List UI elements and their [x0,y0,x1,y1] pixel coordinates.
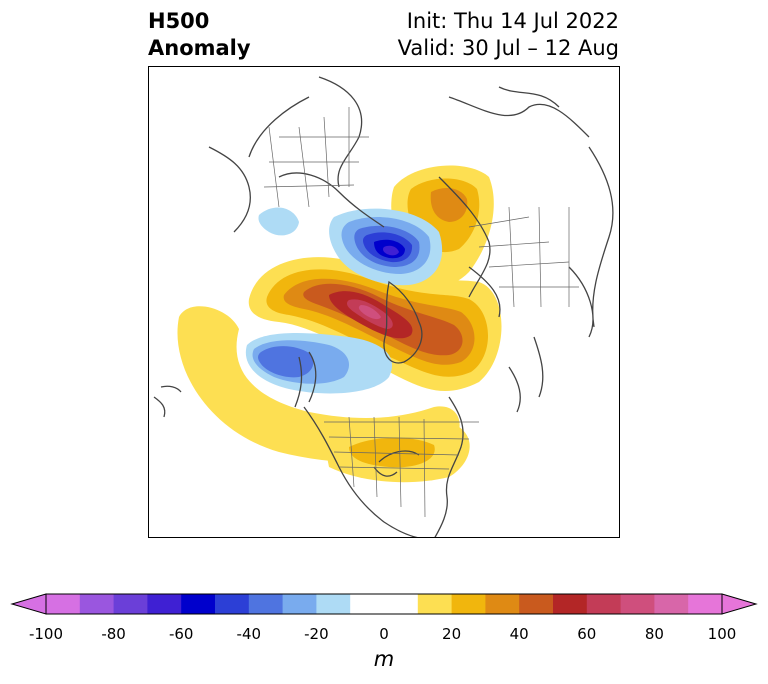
borders [263,107,579,518]
init-date: Init: Thu 14 Jul 2022 [406,9,619,33]
colorbar-tick-label: 20 [442,625,462,643]
colorbar-tick-label: -100 [28,625,64,643]
anomaly-map [148,66,620,538]
colorbar-extend-low [10,593,47,615]
colorbar-unit: m [373,647,395,671]
map-dates: Init: Thu 14 Jul 2022 Valid: 30 Jul – 12… [398,8,619,62]
colorbar-segment [46,594,81,614]
colorbar-tick-label: 60 [577,625,597,643]
colorbar-segment [113,594,148,614]
colorbar-segment [147,594,182,614]
colorbar-tick-label: -60 [168,625,194,643]
colorbar-segment [485,594,520,614]
colorbar-segment [654,594,689,614]
colorbar-segment [553,594,588,614]
colorbar-segment [519,594,554,614]
map-title: H500 Anomaly [148,8,251,62]
anomaly-shading [177,165,502,483]
colorbar-tick-label: -80 [101,625,126,643]
colorbar-segment [620,594,655,614]
colorbar-tick-label: 80 [644,625,664,643]
colorbar-segment [451,594,486,614]
colorbar-segment [586,594,622,614]
colorbar-outline [45,593,723,615]
colorbar-segment [181,594,216,614]
colorbar-segment [248,594,284,614]
colorbar-tick-label: 0 [379,625,389,643]
colorbar [10,590,758,622]
colorbar-extend-high [721,593,758,615]
colorbar-segment [688,594,723,614]
colorbar-tick-label: -40 [236,625,262,643]
title-variable: H500 [148,9,210,33]
colorbar-segment [215,594,250,614]
colorbar-segment [316,594,351,614]
colorbar-segment [350,594,385,614]
colorbar-segment [282,594,317,614]
title-type: Anomaly [148,36,251,60]
colorbar-tick-label: 100 [707,625,737,643]
colorbar-segment [384,594,419,614]
valid-dates: Valid: 30 Jul – 12 Aug [397,36,619,60]
colorbar-tick-label: -20 [304,625,329,643]
colorbar-segment [417,594,453,614]
colorbar-tick-label: 40 [509,625,529,643]
colorbar-segment [79,594,115,614]
